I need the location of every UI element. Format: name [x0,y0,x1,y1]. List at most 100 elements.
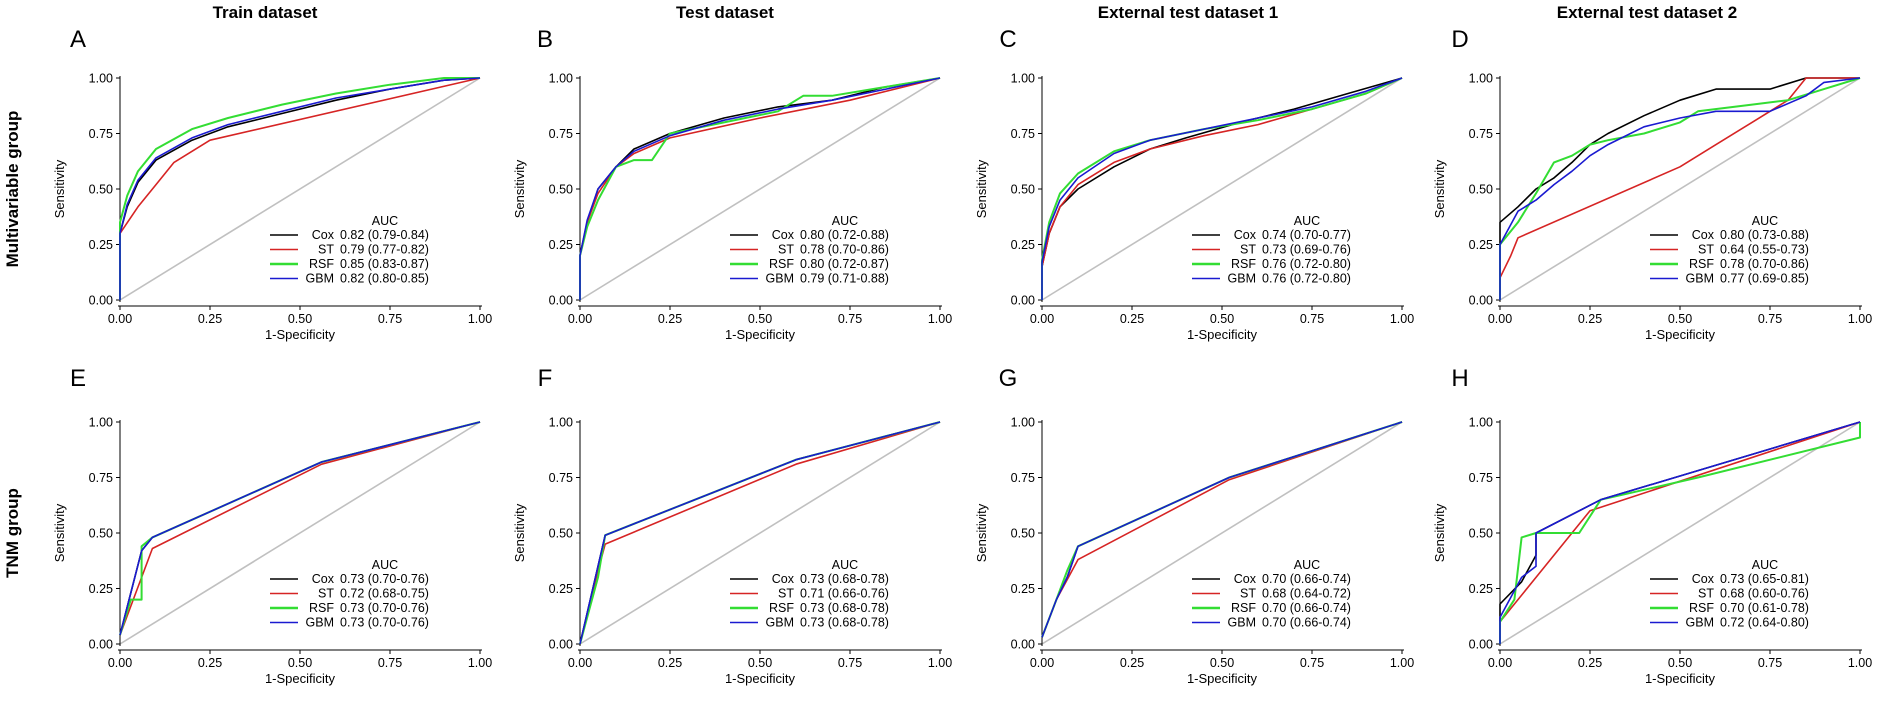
x-tick-label: 1.00 [1390,656,1414,670]
roc-panel-f: F 0.00 0.00 0.25 0.25 0.50 0.50 0.75 0.75 1.00 1.0… [512,365,952,686]
x-axis-label: 1-Specificity [1187,327,1258,342]
panel-letter: H [1451,365,1468,392]
y-tick-label: 0.50 [1011,527,1035,541]
legend-series-name: ST [318,243,334,257]
legend-series-name: RSF [1231,601,1256,615]
panel-letter: C [999,26,1016,53]
legend-series-name: RSF [309,257,334,271]
legend-title: AUC [1294,214,1320,228]
roc-panel-a: A 0.00 0.00 0.25 0.25 0.50 0.50 0.75 0.75 1.00 1.0… [52,26,492,342]
y-tick-label: 0.25 [1469,238,1493,252]
legend-auc-value: 0.70 (0.66-0.74) [1262,616,1351,630]
x-tick-label: 0.75 [378,656,402,670]
y-tick-label: 1.00 [1011,72,1035,86]
x-tick-label: 0.25 [198,656,222,670]
legend-auc-value: 0.79 (0.77-0.82) [340,243,429,257]
legend-auc-value: 0.73 (0.70-0.76) [340,572,429,586]
x-axis-label: 1-Specificity [1645,671,1716,686]
y-tick-label: 0.50 [89,527,113,541]
legend-title: AUC [1752,558,1778,572]
roc-panel-b: B 0.00 0.00 0.25 0.25 0.50 0.50 0.75 0.75 1.00 1.0… [512,26,952,342]
legend-series-name: ST [778,587,794,601]
y-tick-label: 0.25 [1011,238,1035,252]
legend-series-name: GBM [1686,272,1714,286]
reference-diagonal [1499,421,1861,645]
x-tick-label: 0.75 [1300,312,1324,326]
x-tick-label: 1.00 [928,656,952,670]
reference-diagonal [579,77,941,301]
legend-series-name: Cox [1692,572,1715,586]
x-tick-label: 1.00 [928,312,952,326]
roc-line-gbm [1499,421,1861,644]
reference-diagonal [579,421,941,645]
x-tick-label: 0.00 [1488,656,1512,670]
legend-series-name: Cox [312,228,335,242]
legend-series-name: GBM [766,272,794,286]
roc-panel-d: D 0.00 0.00 0.25 0.25 0.50 0.50 0.75 0.75 1.00 1.0… [1432,26,1872,342]
roc-line-gbm [579,77,941,300]
panel-letter: G [999,365,1018,392]
y-tick-label: 0.75 [549,127,573,141]
y-tick-label: 0.50 [549,527,573,541]
legend-auc-value: 0.76 (0.72-0.80) [1262,257,1351,271]
legend-series-name: ST [1240,243,1256,257]
x-tick-label: 0.25 [198,312,222,326]
y-tick-label: 1.00 [549,416,573,430]
y-tick-label: 0.25 [1011,582,1035,596]
y-tick-label: 1.00 [89,416,113,430]
legend-auc-value: 0.71 (0.66-0.76) [800,587,889,601]
roc-line-gbm [1041,421,1403,638]
panel-letter: E [70,365,86,392]
legend-auc-value: 0.73 (0.68-0.78) [800,616,889,630]
y-axis-label: Sensitivity [512,503,527,562]
y-tick-label: 0.75 [1469,127,1493,141]
legend-series-name: Cox [1234,572,1257,586]
legend-series-name: RSF [1689,601,1714,615]
x-tick-label: 0.50 [748,656,772,670]
roc-line-gbm [119,77,481,300]
y-tick-label: 1.00 [549,72,573,86]
x-tick-label: 0.75 [1300,656,1324,670]
x-tick-label: 1.00 [468,312,492,326]
roc-line-st [1499,77,1860,300]
legend-auc-value: 0.80 (0.72-0.87) [800,257,889,271]
y-axis-label: Sensitivity [974,503,989,562]
x-tick-label: 0.50 [1210,312,1234,326]
legend-auc-value: 0.82 (0.79-0.84) [340,228,429,242]
legend-auc-value: 0.73 (0.65-0.81) [1720,572,1809,586]
roc-panel-g: G 0.00 0.00 0.25 0.25 0.50 0.50 0.75 0.75 1.00 1.0… [974,365,1414,686]
x-tick-label: 0.50 [288,312,312,326]
reference-diagonal [119,77,481,301]
panel-letter: B [537,26,553,53]
roc-line-rsf [1041,77,1403,300]
x-tick-label: 0.75 [378,312,402,326]
x-tick-label: 0.25 [1120,656,1144,670]
legend-auc-value: 0.76 (0.72-0.80) [1262,272,1351,286]
x-tick-label: 0.50 [1668,656,1692,670]
y-axis-label: Sensitivity [1432,159,1447,218]
y-tick-label: 0.00 [89,294,113,308]
y-axis-label: Sensitivity [512,159,527,218]
roc-line-gbm [1499,77,1861,300]
y-axis-label: Sensitivity [974,159,989,218]
roc-line-st [119,421,481,636]
y-tick-label: 0.75 [89,127,113,141]
legend-auc-value: 0.74 (0.70-0.77) [1262,228,1351,242]
legend-auc-value: 0.79 (0.71-0.88) [800,272,889,286]
y-tick-label: 0.50 [549,183,573,197]
legend-series-name: GBM [306,272,334,286]
y-tick-label: 0.00 [549,294,573,308]
column-title: External test dataset 2 [1557,3,1737,22]
panel-letter: D [1451,26,1468,53]
y-tick-label: 0.50 [89,183,113,197]
x-tick-label: 0.75 [838,656,862,670]
legend-series-name: GBM [1228,272,1256,286]
x-tick-label: 0.00 [568,312,592,326]
y-tick-label: 0.25 [1469,582,1493,596]
legend-auc-value: 0.80 (0.73-0.88) [1720,228,1809,242]
roc-line-rsf [1499,77,1861,300]
legend-series-name: Cox [772,572,795,586]
y-tick-label: 0.25 [89,238,113,252]
y-tick-label: 0.00 [1469,294,1493,308]
